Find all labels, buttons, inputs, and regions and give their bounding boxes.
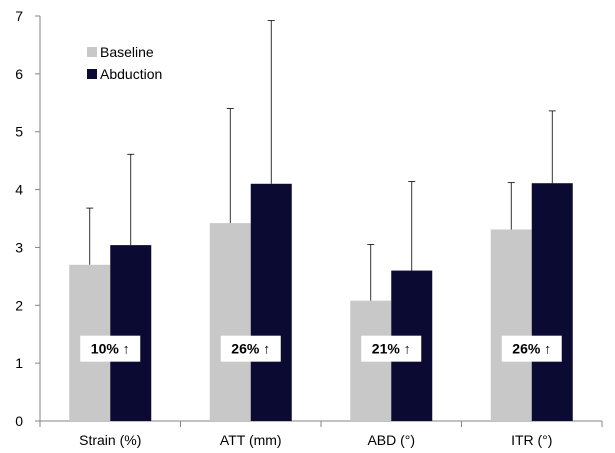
error-bars	[86, 20, 556, 301]
x-category-label: ABD (°)	[367, 432, 415, 448]
legend-swatch-abduction	[87, 69, 97, 79]
bar-abduction	[531, 183, 573, 421]
x-category-label: ATT (mm)	[220, 432, 282, 448]
bar-abduction	[110, 245, 152, 421]
annotation-label: 26% ↑	[512, 341, 551, 357]
bar-baseline	[209, 223, 251, 421]
annotation-box	[361, 335, 422, 362]
x-category-label: ITR (°)	[511, 432, 552, 448]
y-tick-label: 5	[15, 124, 23, 140]
y-tick-label: 4	[15, 182, 23, 198]
legend-label-abduction: Abduction	[100, 66, 162, 82]
legend-swatch-baseline	[87, 47, 97, 57]
y-tick-label: 2	[15, 297, 23, 313]
annotation-label: 10% ↑	[91, 341, 130, 357]
annotation-box	[220, 335, 281, 362]
axes: 0 1 2 3 4 5 6 7 Strain (%) ATT (mm) ABD (°) ITR (°)	[15, 8, 603, 448]
y-tick-label: 7	[15, 8, 23, 24]
bar-baseline	[490, 229, 532, 421]
annotation-label: 21% ↑	[372, 341, 411, 357]
legend: Baseline Abduction	[87, 44, 162, 82]
annotation-box	[80, 335, 141, 362]
annotation-label: 26% ↑	[231, 341, 270, 357]
y-tick-label: 0	[15, 413, 23, 429]
annotation-box	[501, 335, 562, 362]
x-category-label: Strain (%)	[79, 432, 141, 448]
y-tick-label: 1	[15, 355, 23, 371]
bars	[69, 183, 573, 421]
y-tick-label: 6	[15, 66, 23, 82]
y-tick-label: 3	[15, 239, 23, 255]
bar-abduction	[250, 183, 292, 421]
annotations: 10% ↑ 26% ↑ 21% ↑ 26% ↑	[80, 335, 562, 362]
legend-label-baseline: Baseline	[100, 44, 154, 60]
